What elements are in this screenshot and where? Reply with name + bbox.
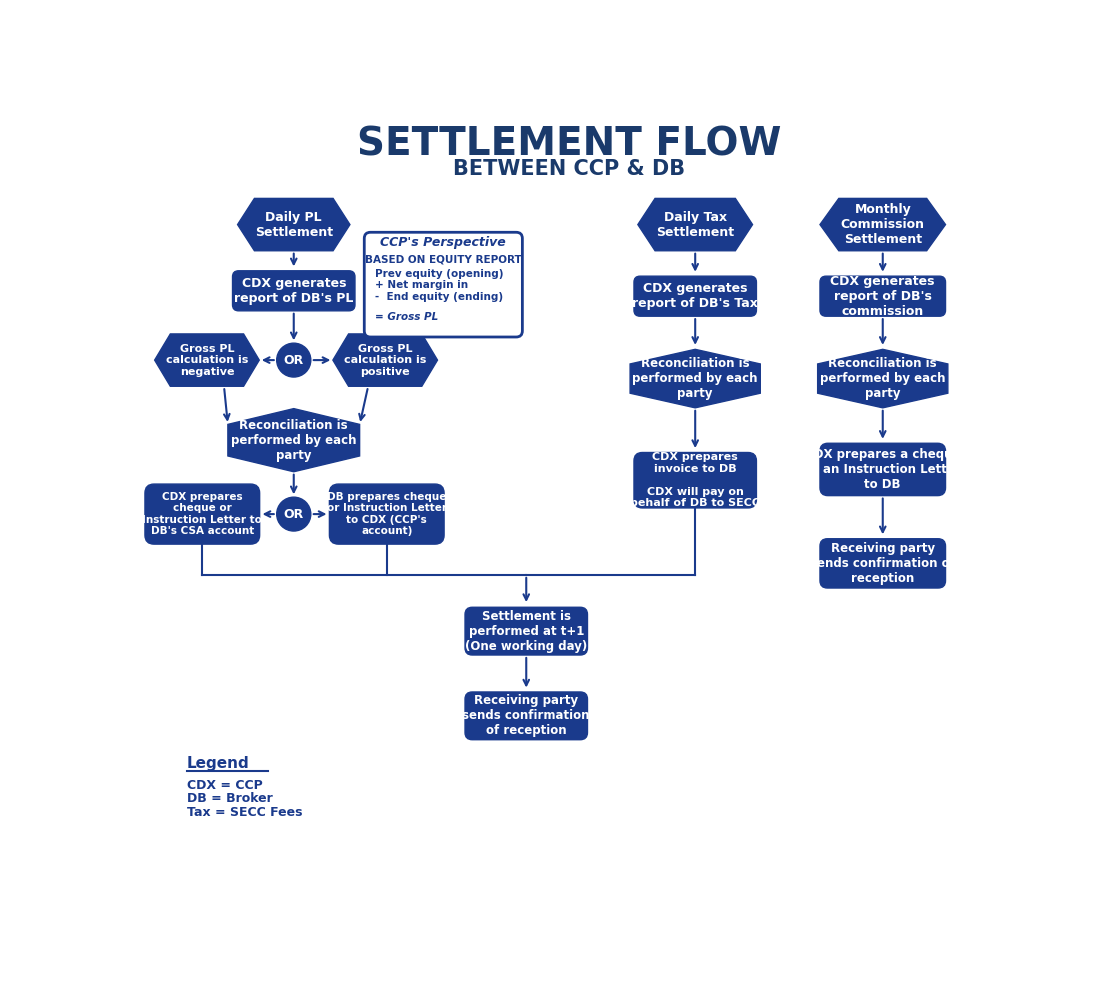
Text: BASED ON EQUITY REPORT: BASED ON EQUITY REPORT bbox=[365, 254, 522, 264]
Text: Daily PL
Settlement: Daily PL Settlement bbox=[254, 211, 333, 239]
Text: Receiving party
sends confirmation of
reception: Receiving party sends confirmation of re… bbox=[810, 542, 956, 585]
Polygon shape bbox=[818, 349, 948, 408]
Text: Reconciliation is
performed by each
party: Reconciliation is performed by each part… bbox=[820, 357, 946, 400]
Text: DB = Broker: DB = Broker bbox=[186, 793, 273, 806]
Text: DB prepares cheque
or Instruction Letter
to CDX (CCP's
account): DB prepares cheque or Instruction Letter… bbox=[326, 492, 446, 536]
Text: CCP's Perspective: CCP's Perspective bbox=[381, 236, 506, 248]
Text: OR: OR bbox=[284, 354, 304, 367]
Text: CDX prepares a cheque
or an Instruction Letter
to DB: CDX prepares a cheque or an Instruction … bbox=[805, 448, 960, 491]
FancyBboxPatch shape bbox=[364, 233, 523, 337]
FancyBboxPatch shape bbox=[465, 607, 587, 655]
Text: BETWEEN CCP & DB: BETWEEN CCP & DB bbox=[453, 159, 685, 179]
FancyBboxPatch shape bbox=[634, 453, 756, 508]
Text: CDX = CCP: CDX = CCP bbox=[186, 779, 263, 792]
FancyBboxPatch shape bbox=[820, 444, 946, 496]
Polygon shape bbox=[820, 198, 946, 250]
FancyBboxPatch shape bbox=[465, 692, 587, 740]
FancyBboxPatch shape bbox=[820, 538, 946, 588]
FancyBboxPatch shape bbox=[145, 484, 260, 544]
Text: Prev equity (opening): Prev equity (opening) bbox=[375, 269, 504, 279]
FancyBboxPatch shape bbox=[634, 276, 756, 317]
Circle shape bbox=[276, 343, 311, 377]
Text: + Net margin in: + Net margin in bbox=[375, 280, 468, 291]
Text: CDX generates
report of DB's
commission: CDX generates report of DB's commission bbox=[830, 275, 935, 317]
Text: Settlement is
performed at t+1
(One working day): Settlement is performed at t+1 (One work… bbox=[465, 609, 587, 653]
Polygon shape bbox=[638, 198, 753, 250]
Circle shape bbox=[276, 497, 311, 531]
Polygon shape bbox=[333, 334, 437, 387]
Text: -  End equity (ending): - End equity (ending) bbox=[375, 292, 503, 302]
Text: Gross PL
calculation is
positive: Gross PL calculation is positive bbox=[344, 343, 426, 377]
Text: Reconciliation is
performed by each
party: Reconciliation is performed by each part… bbox=[231, 419, 356, 461]
FancyBboxPatch shape bbox=[820, 276, 946, 317]
Text: Tax = SECC Fees: Tax = SECC Fees bbox=[186, 807, 302, 819]
Text: Monthly
Commission
Settlement: Monthly Commission Settlement bbox=[840, 203, 925, 246]
Polygon shape bbox=[238, 198, 350, 250]
Text: Receiving party
sends confirmation
of reception: Receiving party sends confirmation of re… bbox=[463, 694, 591, 738]
Text: Legend: Legend bbox=[186, 756, 250, 771]
Text: = Gross PL: = Gross PL bbox=[375, 312, 438, 322]
FancyBboxPatch shape bbox=[232, 271, 355, 311]
Text: Daily Tax
Settlement: Daily Tax Settlement bbox=[656, 211, 734, 239]
Text: Gross PL
calculation is
negative: Gross PL calculation is negative bbox=[165, 343, 249, 377]
Polygon shape bbox=[630, 349, 760, 408]
Polygon shape bbox=[154, 334, 260, 387]
Text: OR: OR bbox=[284, 508, 304, 521]
Polygon shape bbox=[228, 408, 360, 471]
Text: SETTLEMENT FLOW: SETTLEMENT FLOW bbox=[356, 125, 781, 164]
Text: CDX prepares
invoice to DB

CDX will pay on
behalf of DB to SECC: CDX prepares invoice to DB CDX will pay … bbox=[630, 452, 760, 509]
Text: CDX generates
report of DB's Tax: CDX generates report of DB's Tax bbox=[633, 282, 758, 311]
Text: CDX generates
report of DB's PL: CDX generates report of DB's PL bbox=[234, 277, 353, 305]
FancyBboxPatch shape bbox=[330, 484, 444, 544]
Text: Reconciliation is
performed by each
party: Reconciliation is performed by each part… bbox=[633, 357, 758, 400]
Text: CDX prepares
cheque or
Instruction Letter to
DB's CSA account: CDX prepares cheque or Instruction Lette… bbox=[142, 492, 262, 536]
